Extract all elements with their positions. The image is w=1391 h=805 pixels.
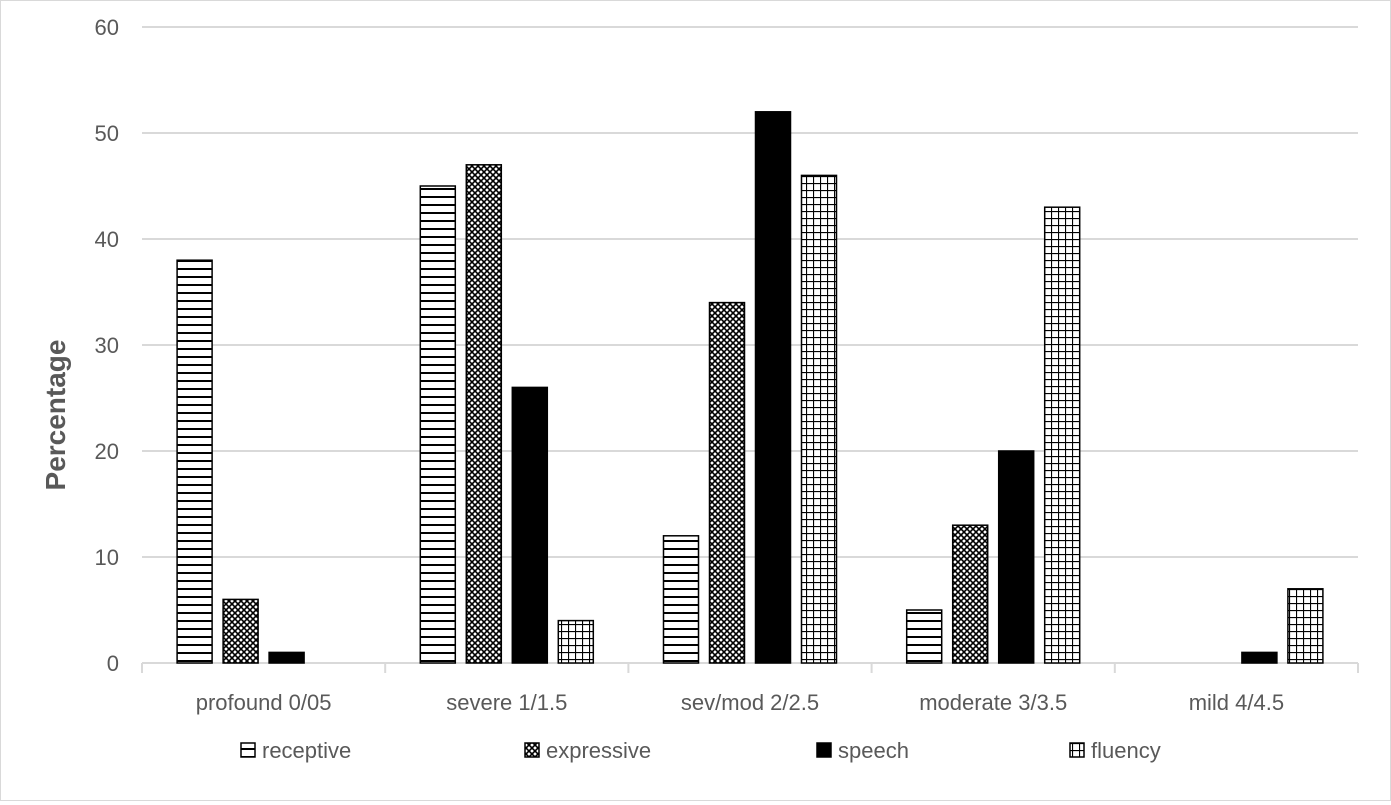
y-tick-label: 50 (95, 121, 119, 146)
x-category-label: profound 0/05 (196, 690, 332, 715)
bar-expressive (465, 164, 503, 664)
bar-fluency (1287, 588, 1324, 664)
x-category-label: moderate 3/3.5 (919, 690, 1067, 715)
legend-swatch-receptive (240, 742, 256, 758)
y-tick-label: 60 (95, 15, 119, 40)
legend-swatch-fluency (1069, 742, 1085, 758)
bars (176, 111, 1324, 664)
y-tick-label: 0 (107, 651, 119, 676)
y-tick-label: 20 (95, 439, 119, 464)
bar-expressive (951, 524, 989, 664)
legend: receptive expressive speech fluency (240, 738, 1161, 763)
axes (141, 662, 1359, 673)
y-tick-label: 10 (95, 545, 119, 570)
bar-receptive (419, 185, 457, 664)
bar-fluency (800, 174, 838, 664)
gridlines (142, 26, 1358, 558)
bar-fluency (1043, 206, 1081, 664)
legend-swatch-expressive (524, 742, 540, 758)
bar-receptive (176, 259, 213, 664)
legend-label-fluency: fluency (1091, 738, 1161, 763)
x-category-label: mild 4/4.5 (1189, 690, 1284, 715)
y-tick-label: 30 (95, 333, 119, 358)
legend-swatch-speech (816, 742, 832, 758)
bar-speech (1241, 651, 1278, 664)
bar-receptive (905, 609, 943, 664)
y-tick-label: 40 (95, 227, 119, 252)
bar-speech (997, 450, 1035, 664)
bar-fluency (557, 619, 595, 664)
legend-label-receptive: receptive (262, 738, 351, 763)
y-axis-title: Percentage (40, 340, 71, 491)
bar-expressive (222, 598, 259, 664)
legend-label-speech: speech (838, 738, 909, 763)
bar-expressive (708, 301, 746, 664)
bar-speech (511, 386, 549, 664)
x-category-label: sev/mod 2/2.5 (681, 690, 819, 715)
bar-speech (268, 651, 305, 664)
bar-speech (754, 111, 792, 664)
legend-label-expressive: expressive (546, 738, 651, 763)
bar-receptive (662, 535, 700, 664)
axis-labels: 0 10 20 30 40 50 60 profound 0/05 severe 1/1.5 se… (40, 15, 1284, 715)
x-category-label: severe 1/1.5 (446, 690, 567, 715)
